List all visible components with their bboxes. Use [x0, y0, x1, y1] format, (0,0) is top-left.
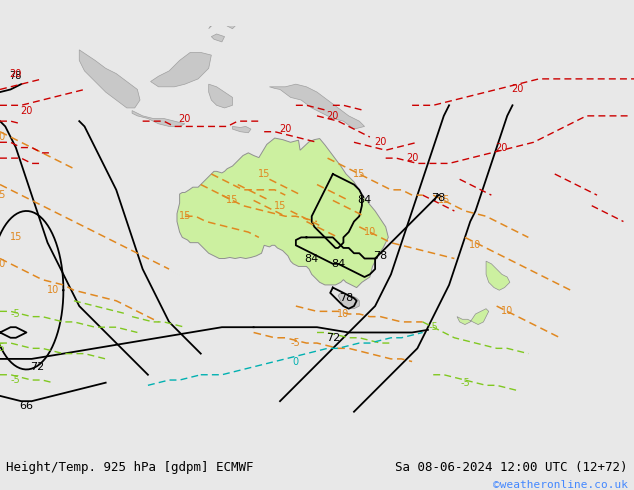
Text: 78: 78 — [373, 251, 387, 261]
Text: 20: 20 — [279, 124, 292, 134]
Text: 20: 20 — [374, 137, 387, 147]
Text: 15: 15 — [10, 232, 22, 243]
Text: 84: 84 — [358, 196, 372, 205]
Polygon shape — [338, 293, 359, 309]
Text: -5: -5 — [291, 338, 301, 348]
Text: -5: -5 — [460, 378, 470, 388]
Text: 15: 15 — [226, 196, 238, 205]
Text: 20: 20 — [496, 143, 508, 152]
Text: 10: 10 — [0, 132, 6, 142]
Polygon shape — [457, 309, 489, 324]
Text: 78: 78 — [431, 193, 446, 203]
Polygon shape — [209, 13, 238, 29]
Text: 78: 78 — [339, 293, 353, 303]
Text: 10: 10 — [47, 285, 59, 295]
Text: 20: 20 — [327, 111, 339, 121]
Text: 20: 20 — [406, 153, 418, 163]
Text: 20: 20 — [179, 114, 191, 123]
Text: 84: 84 — [304, 253, 319, 264]
Text: 20: 20 — [10, 69, 22, 78]
Text: 15: 15 — [0, 190, 6, 200]
Text: 10: 10 — [469, 240, 482, 250]
Polygon shape — [132, 111, 185, 126]
Text: 15: 15 — [258, 169, 270, 179]
Text: 66: 66 — [20, 401, 34, 412]
Text: 84: 84 — [331, 259, 346, 269]
Polygon shape — [233, 126, 251, 133]
Text: Height/Temp. 925 hPa [gdpm] ECMWF: Height/Temp. 925 hPa [gdpm] ECMWF — [6, 461, 254, 474]
Polygon shape — [211, 34, 224, 42]
Text: 15: 15 — [179, 211, 191, 221]
Polygon shape — [486, 261, 510, 290]
Text: -5: -5 — [429, 322, 438, 332]
Text: 10: 10 — [337, 309, 349, 319]
Text: 10: 10 — [364, 227, 376, 237]
Text: 15: 15 — [437, 196, 450, 205]
Text: Sa 08-06-2024 12:00 UTC (12+72): Sa 08-06-2024 12:00 UTC (12+72) — [395, 461, 628, 474]
Polygon shape — [269, 84, 365, 129]
Polygon shape — [79, 50, 140, 108]
Text: 78: 78 — [10, 71, 22, 81]
Text: 10: 10 — [0, 259, 6, 269]
Text: 15: 15 — [353, 169, 365, 179]
Text: 10: 10 — [501, 306, 514, 317]
Text: 0: 0 — [293, 357, 299, 367]
Text: 20: 20 — [512, 84, 524, 95]
Text: -5: -5 — [0, 343, 5, 353]
Polygon shape — [151, 52, 211, 87]
Polygon shape — [177, 138, 388, 288]
Polygon shape — [209, 84, 233, 108]
Text: 20: 20 — [20, 105, 32, 116]
Text: 15: 15 — [274, 201, 286, 211]
Text: 72: 72 — [30, 362, 44, 372]
Text: -5: -5 — [11, 375, 21, 385]
Text: 72: 72 — [326, 333, 340, 343]
Text: ©weatheronline.co.uk: ©weatheronline.co.uk — [493, 480, 628, 490]
Text: -5: -5 — [11, 309, 21, 319]
